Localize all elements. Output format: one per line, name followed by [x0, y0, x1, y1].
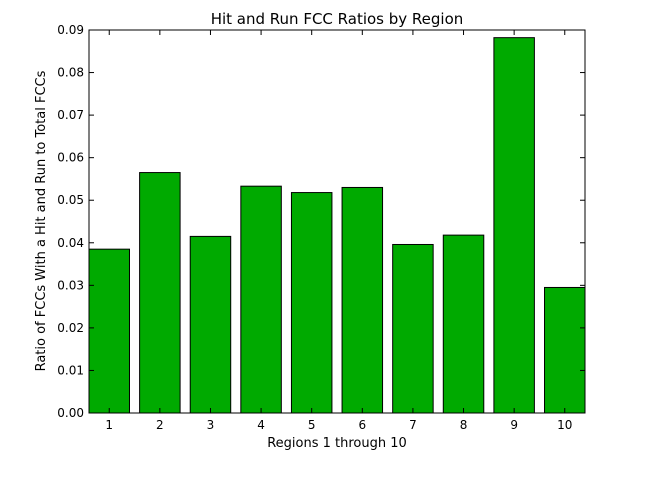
bar-region-9	[493, 37, 535, 414]
y-tick-label: 0.03	[57, 278, 84, 292]
x-tick-label: 6	[358, 418, 366, 432]
bar-region-4	[240, 185, 282, 414]
y-axis-ticks: 0.00 0.01 0.02 0.03 0.04 0.05 0.06 0.07 0.08 0.09	[57, 23, 585, 420]
x-tick-label: 7	[409, 418, 417, 432]
x-axis-label: Regions 1 through 10	[267, 436, 407, 451]
y-tick-label: 0.05	[57, 193, 84, 207]
x-tick-label: 1	[105, 418, 113, 432]
bar-region-3	[189, 235, 232, 414]
bar-region-6	[341, 186, 384, 414]
bar-region-10	[544, 286, 586, 414]
y-tick-label: 0.09	[57, 23, 84, 37]
y-tick-label: 0.07	[57, 108, 84, 122]
y-tick-label: 0.00	[57, 406, 84, 420]
y-tick-label: 0.04	[57, 236, 84, 250]
chart-title: Hit and Run FCC Ratios by Region	[211, 10, 464, 28]
x-tick-label: 4	[257, 418, 265, 432]
y-tick-label: 0.06	[57, 151, 84, 165]
y-axis-label: Ratio of FCCs With a Hit and Run to Tota…	[34, 70, 49, 371]
bar-region-2	[139, 172, 181, 414]
bars-group	[88, 37, 586, 414]
x-tick-label: 10	[557, 418, 572, 432]
bar-region-5	[290, 192, 333, 414]
y-tick-label: 0.08	[57, 66, 84, 80]
x-tick-label: 2	[156, 418, 164, 432]
x-tick-label: 5	[308, 418, 316, 432]
y-tick-label: 0.02	[57, 321, 84, 335]
bar-region-1	[88, 248, 130, 414]
bar-region-7	[392, 243, 434, 414]
x-axis-ticks: 1 2 3 4 5 6 7 8 9 10	[105, 30, 572, 432]
y-tick-label: 0.01	[57, 363, 84, 377]
plot-frame	[88, 29, 586, 414]
x-tick-label: 8	[460, 418, 468, 432]
x-tick-label: 3	[207, 418, 215, 432]
bar-region-8	[442, 234, 485, 414]
x-tick-label: 9	[510, 418, 518, 432]
